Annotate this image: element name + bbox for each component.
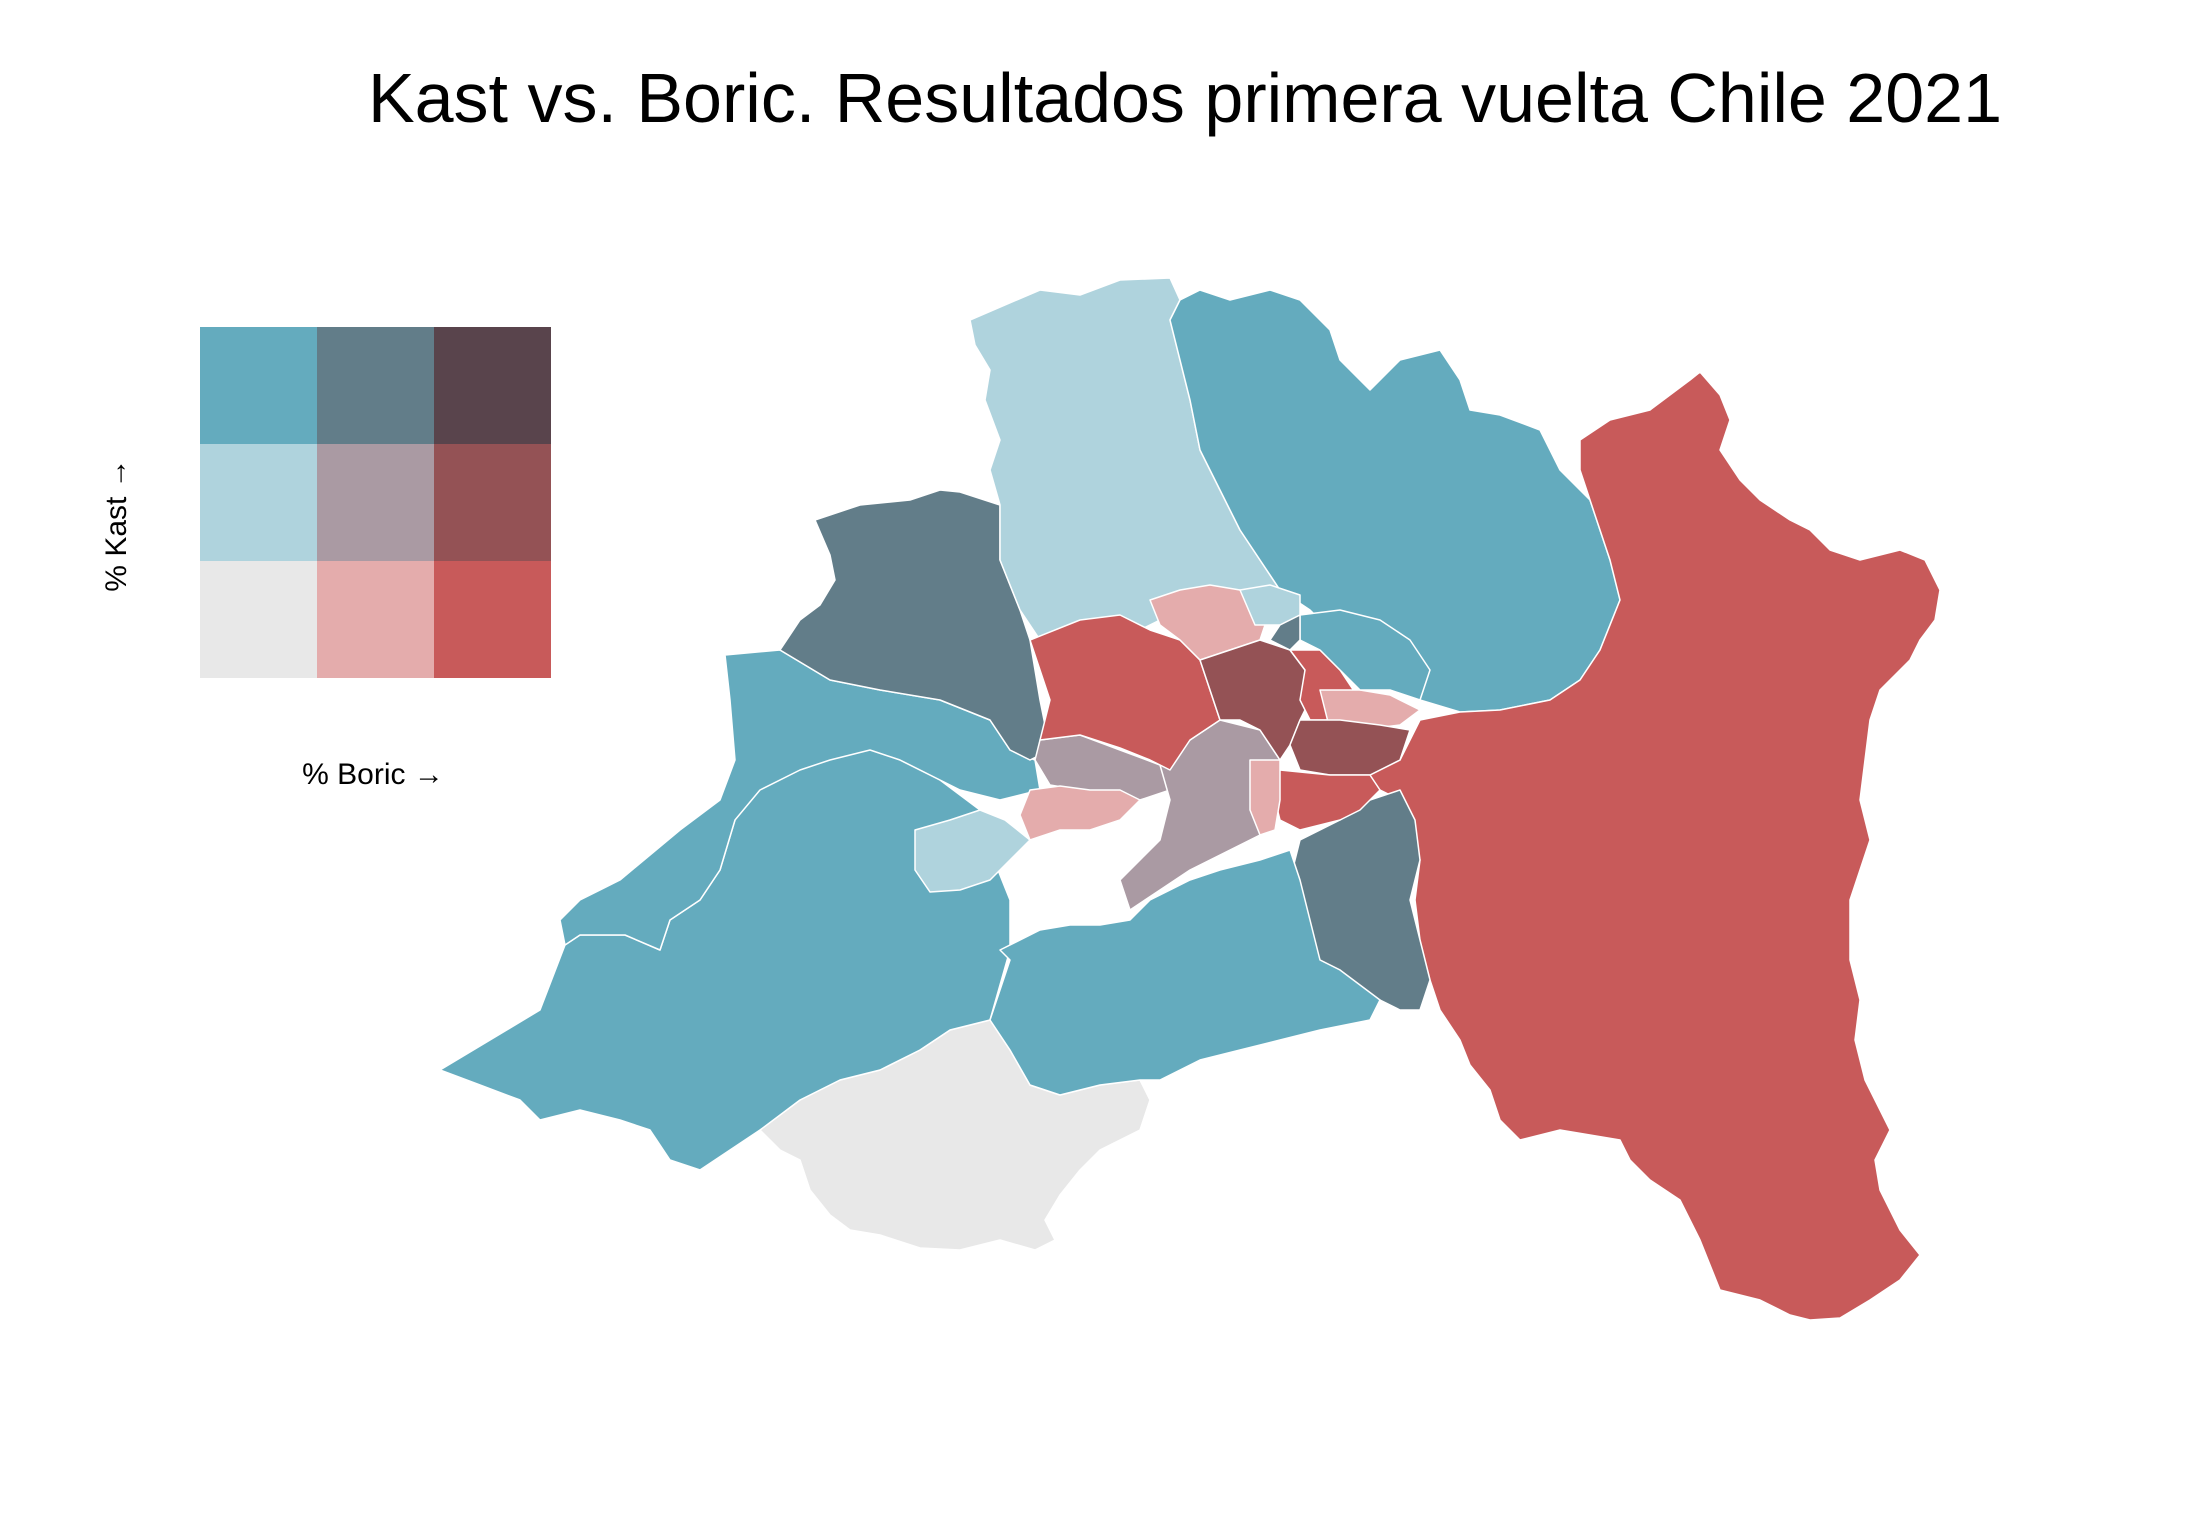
bivariate-legend [200,327,551,678]
legend-cell-low-kast-low-boric [200,561,317,678]
map-title: Kast vs. Boric. Resultados primera vuelt… [367,59,2003,137]
map-region [1289,719,1411,776]
map-region [779,489,1051,761]
map-region [1299,609,1431,701]
legend-cell-high-kast-high-boric [434,327,551,444]
legend-cell-low-kast-mid-boric [317,561,434,678]
map-region [1249,759,1281,836]
map-region [989,849,1381,1096]
legend-cell-mid-kast-mid-boric [317,444,434,561]
map-region [559,649,1041,951]
legend-cell-high-kast-low-boric [200,327,317,444]
map-region [914,809,1031,893]
map-region [1269,614,1301,651]
map-region [1019,785,1141,841]
legend-x-axis-label: % Boric → [302,758,444,791]
legend-cell-mid-kast-low-boric [200,444,317,561]
map-region [1119,719,1281,911]
map-region [1029,614,1221,771]
legend-cell-mid-kast-high-boric [434,444,551,561]
legend-cell-low-kast-high-boric [434,561,551,678]
legend-cell-high-kast-mid-boric [317,327,434,444]
